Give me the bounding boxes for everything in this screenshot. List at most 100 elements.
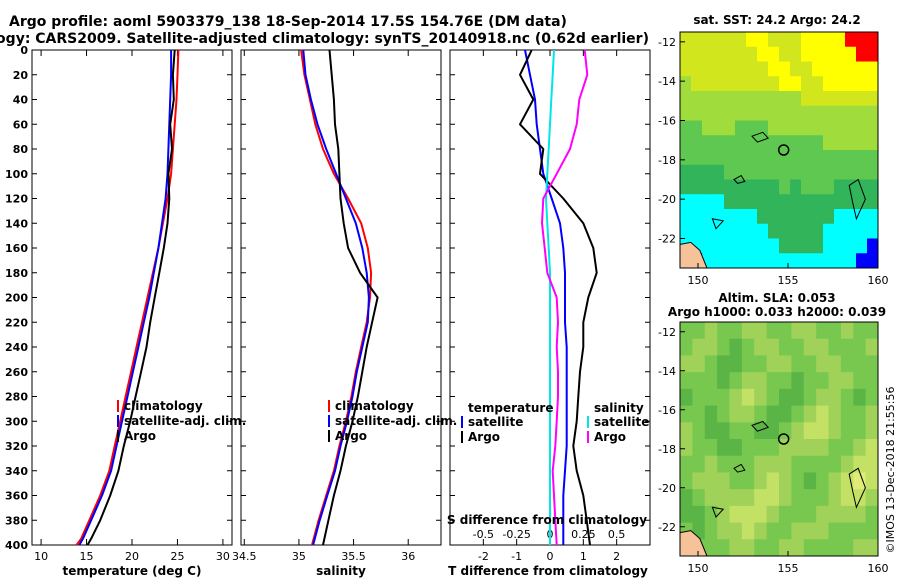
map-cell: [790, 61, 802, 77]
map-cell: [801, 209, 813, 225]
map-cell: [856, 46, 868, 62]
series-line-argo: [322, 49, 379, 546]
depth-tick-label: 0: [20, 44, 28, 57]
map-cell: [779, 105, 791, 121]
map-cell: [746, 61, 758, 77]
depth-tick-label: 40: [13, 94, 29, 107]
map-cell: [791, 388, 805, 407]
map-cell: [779, 489, 792, 507]
series-line-satellite-adj-clim-: [78, 50, 173, 546]
map-cell: [865, 505, 879, 524]
map-cell: [812, 223, 824, 239]
map-cell: [816, 539, 830, 557]
sla-map: -12 -14 -16 -18 -20 -22 150 155 160: [658, 321, 889, 575]
map-cell: [766, 539, 780, 557]
map-cell: [845, 179, 857, 195]
map-cell: [834, 135, 846, 151]
map-cell: [735, 223, 747, 239]
map-cell: [754, 522, 768, 540]
map-cell: [801, 135, 813, 151]
map-cell: [680, 439, 693, 457]
map-cell: [865, 338, 879, 356]
x-tick-label: 35: [292, 550, 306, 563]
map-cell: [746, 46, 758, 62]
map-cell: [823, 179, 835, 195]
map-cell: [823, 91, 835, 107]
map-cell: [779, 179, 791, 195]
map-cell: [702, 223, 714, 239]
map-cell: [768, 223, 780, 239]
map-cell: [834, 61, 846, 77]
map-cell: [779, 223, 791, 239]
map-cell: [729, 355, 743, 373]
difference-xlabel: T difference from climatology: [448, 564, 648, 578]
map-cell: [741, 372, 755, 390]
map-cell: [834, 32, 846, 48]
map-cell: [717, 472, 731, 490]
map-cell: [680, 422, 693, 440]
map-cell: [757, 164, 769, 180]
map-cell: [840, 539, 854, 557]
map-cell: [713, 164, 725, 180]
map-cell: [692, 422, 706, 440]
map-cell: [754, 388, 768, 407]
map-cell: [856, 179, 868, 195]
map-cell: [735, 120, 747, 136]
map-cell: [840, 322, 854, 340]
map-cell: [845, 105, 857, 121]
map-cell: [691, 223, 703, 239]
map-x-tick-label: 155: [778, 274, 799, 287]
legend-sat-label: satellite-adj. clim.: [335, 414, 457, 428]
map-cell: [735, 238, 747, 254]
map-cell: [840, 439, 854, 457]
map-cell: [766, 522, 780, 540]
map-cell: [856, 135, 868, 151]
map-cell: [735, 209, 747, 225]
map-cell: [768, 135, 780, 151]
map-cell: [834, 150, 846, 166]
map-cell: [856, 164, 868, 180]
map-cell: [840, 372, 854, 390]
map-cell: [803, 388, 817, 407]
map-cell: [834, 223, 846, 239]
map-cell: [766, 338, 780, 356]
map-cell: [828, 405, 842, 423]
map-cell: [729, 539, 743, 557]
map-cell: [735, 32, 747, 48]
map-cell: [812, 164, 824, 180]
map-cell: [791, 355, 805, 373]
map-cell: [757, 32, 769, 48]
map-cell: [741, 338, 755, 356]
map-cell: [724, 91, 736, 107]
map-cell: [779, 46, 791, 62]
map-cell: [801, 61, 813, 77]
map-cell: [840, 405, 854, 423]
top-x-tick-label: 0.25: [571, 528, 596, 541]
map-cell: [834, 194, 846, 210]
map-cell: [692, 505, 706, 524]
map-cell: [766, 355, 780, 373]
map-cell: [691, 105, 703, 121]
map-cell: [724, 253, 736, 269]
map-y-tick-label: -12: [658, 326, 676, 339]
map-cell: [816, 422, 830, 440]
legend-clim-label: climatology: [335, 399, 414, 413]
map-cell: [867, 150, 879, 166]
map-cell: [717, 439, 731, 457]
legend-argo-label: Argo: [335, 429, 367, 443]
map-cell: [779, 388, 792, 407]
map-cell: [779, 322, 792, 340]
map-cell: [757, 91, 769, 107]
map-cell: [724, 120, 736, 136]
map-cell: [741, 439, 755, 457]
map-y-tick-label: -18: [658, 443, 676, 456]
x-tick-label: 0: [547, 550, 554, 563]
map-cell: [741, 355, 755, 373]
map-cell: [790, 150, 802, 166]
map-cell: [735, 91, 747, 107]
map-cell: [768, 76, 780, 92]
map-cell: [680, 194, 692, 210]
map-cell: [812, 91, 824, 107]
map-cell: [704, 372, 718, 390]
map-cell: [812, 120, 824, 136]
